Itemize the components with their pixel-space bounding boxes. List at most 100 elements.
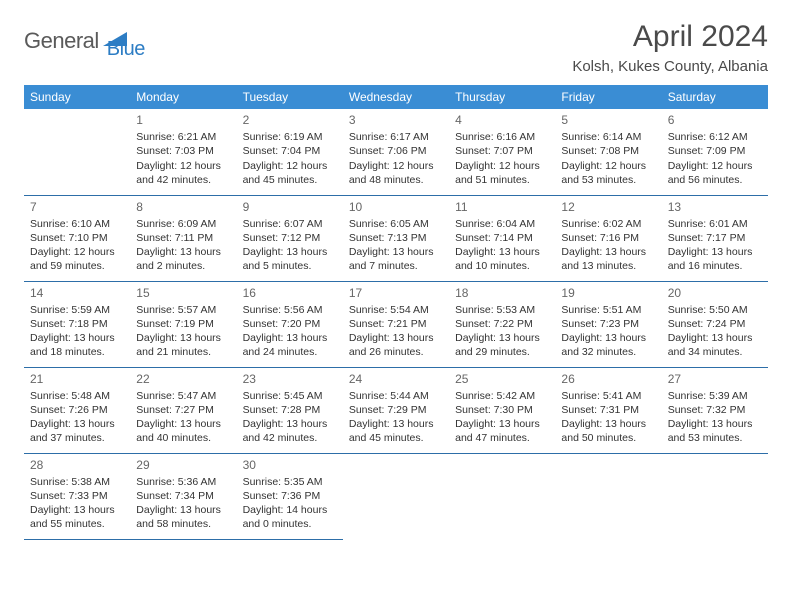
sunrise-text: Sunrise: 5:57 AM bbox=[136, 303, 230, 317]
daylight-text: Daylight: 14 hours and 0 minutes. bbox=[243, 503, 337, 531]
sunset-text: Sunset: 7:26 PM bbox=[30, 403, 124, 417]
calendar-week-row: 14Sunrise: 5:59 AMSunset: 7:18 PMDayligh… bbox=[24, 281, 768, 367]
calendar-cell bbox=[343, 453, 449, 539]
calendar-cell bbox=[449, 453, 555, 539]
sunset-text: Sunset: 7:23 PM bbox=[561, 317, 655, 331]
day-number: 5 bbox=[561, 112, 655, 128]
day-number: 28 bbox=[30, 457, 124, 473]
calendar-cell: 13Sunrise: 6:01 AMSunset: 7:17 PMDayligh… bbox=[662, 195, 768, 281]
day-number: 22 bbox=[136, 371, 230, 387]
sunset-text: Sunset: 7:18 PM bbox=[30, 317, 124, 331]
day-number: 2 bbox=[243, 112, 337, 128]
calendar-cell: 9Sunrise: 6:07 AMSunset: 7:12 PMDaylight… bbox=[237, 195, 343, 281]
daylight-text: Daylight: 13 hours and 7 minutes. bbox=[349, 245, 443, 273]
sunrise-text: Sunrise: 6:01 AM bbox=[668, 217, 762, 231]
sunset-text: Sunset: 7:21 PM bbox=[349, 317, 443, 331]
calendar-week-row: 21Sunrise: 5:48 AMSunset: 7:26 PMDayligh… bbox=[24, 367, 768, 453]
sunset-text: Sunset: 7:34 PM bbox=[136, 489, 230, 503]
sunrise-text: Sunrise: 6:04 AM bbox=[455, 217, 549, 231]
calendar-cell: 2Sunrise: 6:19 AMSunset: 7:04 PMDaylight… bbox=[237, 109, 343, 195]
calendar-cell bbox=[555, 453, 661, 539]
calendar-cell: 20 Sunrise: 5:50 AMSunset: 7:24 PMDayligh… bbox=[662, 281, 768, 367]
day-header: Friday bbox=[555, 85, 661, 109]
daylight-text: Daylight: 13 hours and 16 minutes. bbox=[668, 245, 762, 273]
day-number: 15 bbox=[136, 285, 230, 301]
day-number: 23 bbox=[243, 371, 337, 387]
sunset-text: Sunset: 7:19 PM bbox=[136, 317, 230, 331]
month-title: April 2024 bbox=[572, 20, 768, 54]
sunset-text: Sunset: 7:36 PM bbox=[243, 489, 337, 503]
sunset-text: Sunset: 7:28 PM bbox=[243, 403, 337, 417]
sunset-text: Sunset: 7:20 PM bbox=[243, 317, 337, 331]
sunset-text: Sunset: 7:03 PM bbox=[136, 144, 230, 158]
sunset-text: Sunset: 7:17 PM bbox=[668, 231, 762, 245]
sunrise-text: Sunrise: 6:14 AM bbox=[561, 130, 655, 144]
daylight-text: Daylight: 13 hours and 21 minutes. bbox=[136, 331, 230, 359]
calendar-cell: 22Sunrise: 5:47 AMSunset: 7:27 PMDayligh… bbox=[130, 367, 236, 453]
daylight-text: Daylight: 13 hours and 50 minutes. bbox=[561, 417, 655, 445]
sunset-text: Sunset: 7:12 PM bbox=[243, 231, 337, 245]
sunrise-text: Sunrise: 5:42 AM bbox=[455, 389, 549, 403]
calendar-cell: 3Sunrise: 6:17 AMSunset: 7:06 PMDaylight… bbox=[343, 109, 449, 195]
day-number: 27 bbox=[668, 371, 762, 387]
calendar-cell bbox=[662, 453, 768, 539]
calendar-cell bbox=[24, 109, 130, 195]
sunrise-text: Sunrise: 6:16 AM bbox=[455, 130, 549, 144]
logo-text-blue: Blue bbox=[107, 38, 145, 61]
calendar-cell: 6Sunrise: 6:12 AMSunset: 7:09 PMDaylight… bbox=[662, 109, 768, 195]
calendar-table: SundayMondayTuesdayWednesdayThursdayFrid… bbox=[24, 85, 768, 540]
sunrise-text: Sunrise: 5:44 AM bbox=[349, 389, 443, 403]
sunset-text: Sunset: 7:16 PM bbox=[561, 231, 655, 245]
day-number: 7 bbox=[30, 199, 124, 215]
daylight-text: Daylight: 13 hours and 37 minutes. bbox=[30, 417, 124, 445]
sunset-text: Sunset: 7:29 PM bbox=[349, 403, 443, 417]
sunset-text: Sunset: 7:30 PM bbox=[455, 403, 549, 417]
calendar-week-row: 28Sunrise: 5:38 AMSunset: 7:33 PMDayligh… bbox=[24, 453, 768, 539]
sunrise-text: Sunrise: 5:47 AM bbox=[136, 389, 230, 403]
sunset-text: Sunset: 7:13 PM bbox=[349, 231, 443, 245]
daylight-text: Daylight: 13 hours and 53 minutes. bbox=[668, 417, 762, 445]
daylight-text: Daylight: 13 hours and 34 minutes. bbox=[668, 331, 762, 359]
calendar-body: 1Sunrise: 6:21 AMSunset: 7:03 PMDaylight… bbox=[24, 109, 768, 539]
day-header: Saturday bbox=[662, 85, 768, 109]
calendar-cell: 17Sunrise: 5:54 AMSunset: 7:21 PMDayligh… bbox=[343, 281, 449, 367]
sunset-text: Sunset: 7:10 PM bbox=[30, 231, 124, 245]
calendar-cell: 24 Sunrise: 5:44 AMSunset: 7:29 PMDayligh… bbox=[343, 367, 449, 453]
day-number: 17 bbox=[349, 285, 443, 301]
daylight-text: Daylight: 12 hours and 42 minutes. bbox=[136, 159, 230, 187]
sunrise-text: Sunrise: 6:21 AM bbox=[136, 130, 230, 144]
calendar-week-row: 7Sunrise: 6:10 AMSunset: 7:10 PMDaylight… bbox=[24, 195, 768, 281]
sunrise-text: Sunrise: 5:38 AM bbox=[30, 475, 124, 489]
sunset-text: Sunset: 7:08 PM bbox=[561, 144, 655, 158]
sunrise-text: Sunrise: 5:59 AM bbox=[30, 303, 124, 317]
day-number: 6 bbox=[668, 112, 762, 128]
day-number: 4 bbox=[455, 112, 549, 128]
day-header: Monday bbox=[130, 85, 236, 109]
sunrise-text: Sunrise: 6:19 AM bbox=[243, 130, 337, 144]
sunrise-text: Sunrise: 6:12 AM bbox=[668, 130, 762, 144]
sunrise-text: Sunrise: 5:36 AM bbox=[136, 475, 230, 489]
sunrise-text: Sunrise: 5:50 AM bbox=[668, 303, 762, 317]
daylight-text: Daylight: 12 hours and 59 minutes. bbox=[30, 245, 124, 273]
daylight-text: Daylight: 13 hours and 45 minutes. bbox=[349, 417, 443, 445]
calendar-cell: 30 Sunrise: 5:35 AMSunset: 7:36 PMDayligh… bbox=[237, 453, 343, 539]
day-number: 29 bbox=[136, 457, 230, 473]
day-number: 30 bbox=[243, 457, 337, 473]
sunrise-text: Sunrise: 5:35 AM bbox=[243, 475, 337, 489]
day-header: Wednesday bbox=[343, 85, 449, 109]
day-number: 24 bbox=[349, 371, 443, 387]
daylight-text: Daylight: 13 hours and 10 minutes. bbox=[455, 245, 549, 273]
sunrise-text: Sunrise: 5:51 AM bbox=[561, 303, 655, 317]
day-number: 9 bbox=[243, 199, 337, 215]
day-number: 10 bbox=[349, 199, 443, 215]
sunset-text: Sunset: 7:14 PM bbox=[455, 231, 549, 245]
calendar-cell: 5Sunrise: 6:14 AMSunset: 7:08 PMDaylight… bbox=[555, 109, 661, 195]
calendar-cell: 11Sunrise: 6:04 AMSunset: 7:14 PMDayligh… bbox=[449, 195, 555, 281]
calendar-cell: 26Sunrise: 5:41 AMSunset: 7:31 PMDayligh… bbox=[555, 367, 661, 453]
calendar-cell: 27Sunrise: 5:39 AMSunset: 7:32 PMDayligh… bbox=[662, 367, 768, 453]
day-number: 20 bbox=[668, 285, 762, 301]
daylight-text: Daylight: 13 hours and 58 minutes. bbox=[136, 503, 230, 531]
sunrise-text: Sunrise: 5:41 AM bbox=[561, 389, 655, 403]
calendar-cell: 28Sunrise: 5:38 AMSunset: 7:33 PMDayligh… bbox=[24, 453, 130, 539]
sunset-text: Sunset: 7:24 PM bbox=[668, 317, 762, 331]
